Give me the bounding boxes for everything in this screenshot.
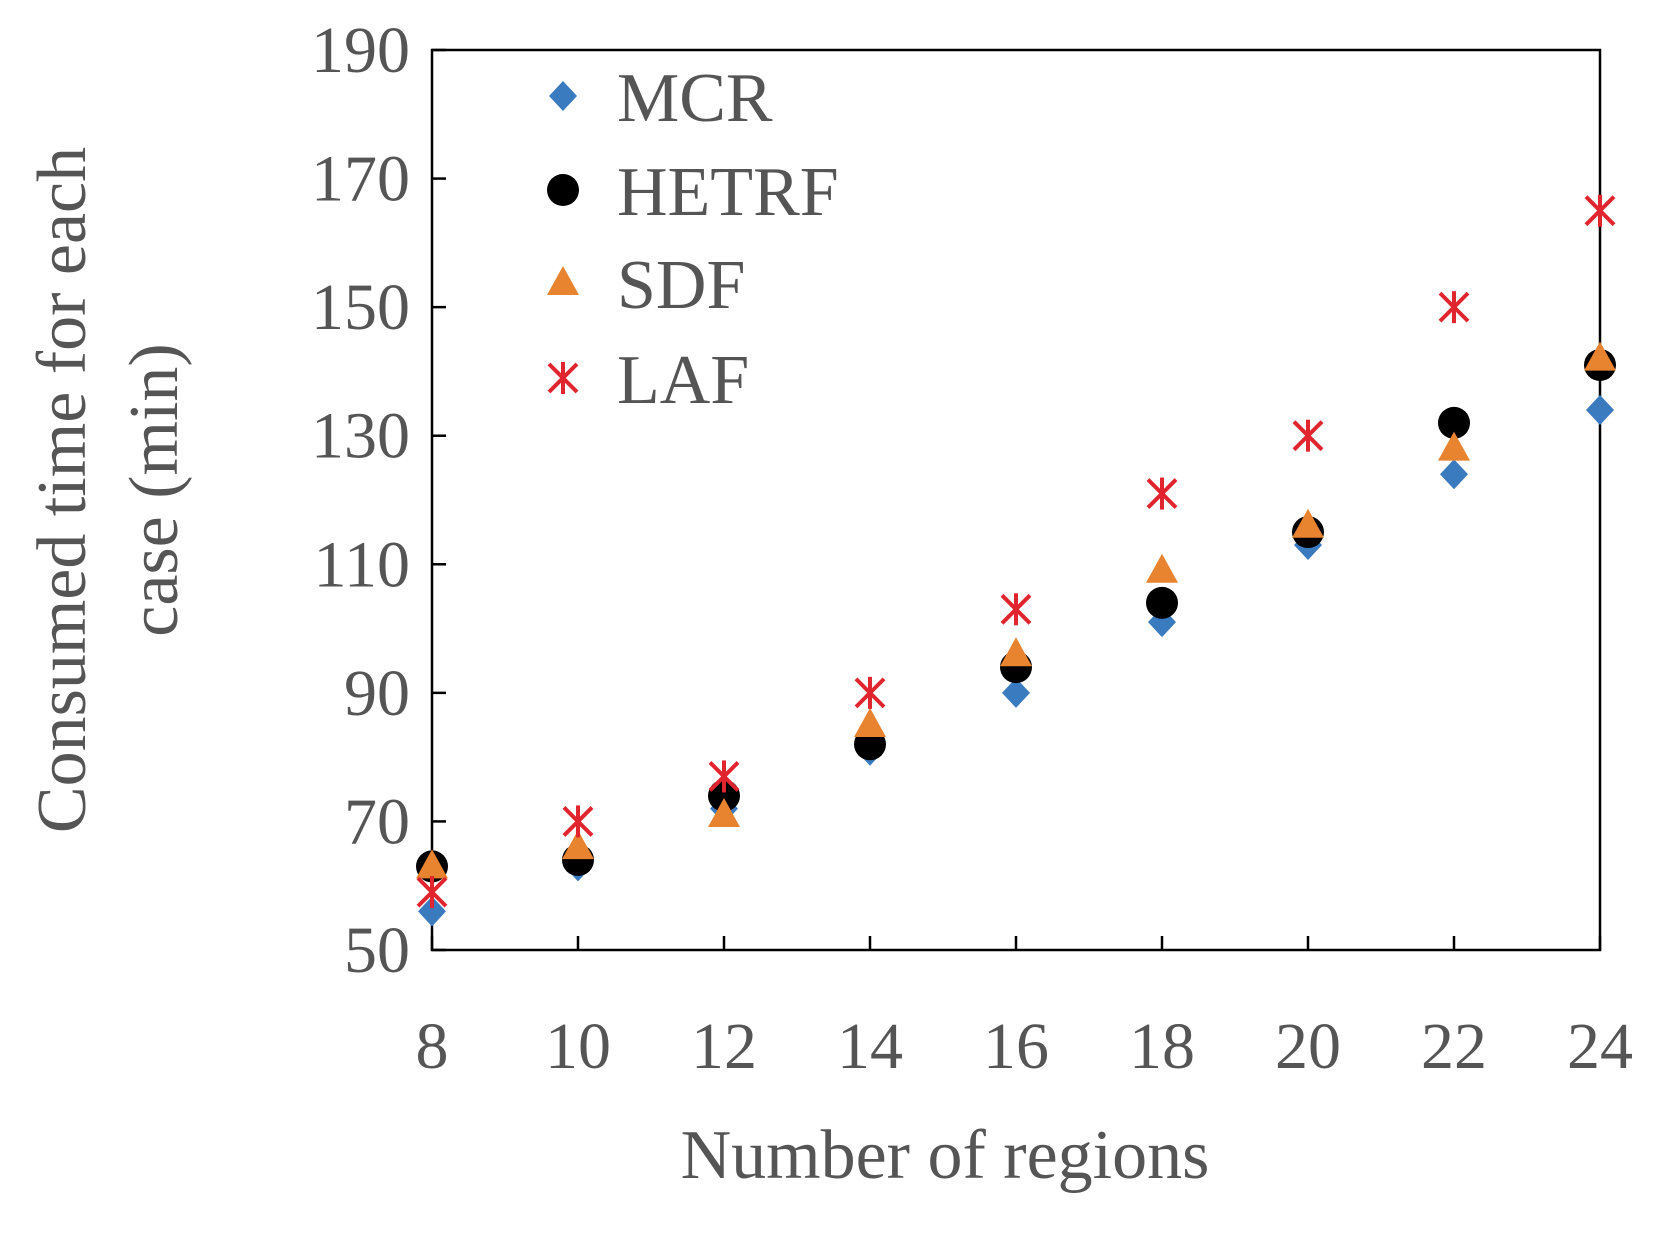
x-tick-label: 16 <box>983 1010 1049 1083</box>
y-tick-label: 70 <box>344 785 410 858</box>
data-point-hetrf <box>1146 586 1178 619</box>
legend-label-laf: LAF <box>617 342 749 419</box>
legend-label-mcr: MCR <box>617 60 773 137</box>
data-point-laf <box>854 676 886 709</box>
data-point-laf <box>1584 194 1616 227</box>
data-point-sdf <box>1292 508 1324 538</box>
legend-marker-mcr <box>549 81 577 111</box>
data-point-mcr <box>1002 677 1030 708</box>
y-tick-label: 170 <box>311 143 410 216</box>
series-laf <box>416 194 1616 909</box>
data-point-hetrf <box>1438 406 1470 439</box>
y-tick-label: 50 <box>344 914 410 987</box>
x-tick-label: 8 <box>416 1010 449 1083</box>
x-tick-label: 14 <box>837 1010 903 1083</box>
data-point-sdf <box>708 798 740 827</box>
x-tick-label: 12 <box>691 1010 757 1083</box>
x-tick-label: 18 <box>1129 1010 1195 1083</box>
data-point-laf <box>416 876 448 909</box>
series-sdf <box>416 341 1616 879</box>
y-tick-label: 190 <box>311 14 410 87</box>
data-point-laf <box>562 805 594 838</box>
data-point-laf <box>708 760 740 793</box>
data-point-hetrf <box>708 779 740 812</box>
y-axis-title-line-1: Consumed time for each <box>24 147 101 833</box>
data-point-sdf <box>1000 637 1032 667</box>
plot-area-border <box>430 48 1602 952</box>
data-point-sdf <box>854 708 886 737</box>
y-tick-label: 90 <box>344 657 410 730</box>
data-point-sdf <box>1146 553 1178 583</box>
x-tick-label: 10 <box>545 1010 611 1083</box>
data-point-mcr <box>418 896 446 927</box>
y-tick-label: 130 <box>311 400 410 473</box>
data-point-sdf <box>562 830 594 860</box>
data-point-laf <box>1292 419 1324 452</box>
x-axis-title: Number of regions <box>681 1117 1210 1194</box>
legend-marker-sdf <box>547 266 579 295</box>
y-tick-label: 150 <box>311 271 410 344</box>
data-point-mcr <box>1440 459 1468 490</box>
x-tick-label: 22 <box>1421 1010 1487 1083</box>
data-point-sdf <box>416 849 448 879</box>
data-markers <box>416 194 1616 927</box>
legend: MCR HETRF SDF LAF <box>547 60 839 419</box>
legend-label-hetrf: HETRF <box>617 154 839 231</box>
y-axis-ticks: 50 70 90 110 130 150 170 190 <box>311 14 446 987</box>
data-point-mcr <box>1586 395 1614 425</box>
legend-label-sdf: SDF <box>617 247 745 324</box>
data-point-sdf <box>1438 431 1470 461</box>
x-tick-label: 20 <box>1275 1010 1341 1083</box>
x-axis-ticks: 8 10 12 14 16 18 20 22 24 <box>416 936 1633 1083</box>
y-tick-label: 110 <box>313 528 410 601</box>
legend-marker-hetrf <box>547 174 579 206</box>
y-axis-title: Consumed time for each case (min) <box>24 147 193 833</box>
x-tick-label: 24 <box>1567 1010 1633 1083</box>
legend-marker-laf <box>547 362 579 394</box>
data-point-sdf <box>1584 341 1616 371</box>
plot-frame <box>430 48 1602 952</box>
data-point-laf <box>1438 291 1470 324</box>
data-point-laf <box>1000 593 1032 626</box>
y-axis-title-line-2: case (min) <box>116 343 193 636</box>
data-point-laf <box>1146 477 1178 510</box>
